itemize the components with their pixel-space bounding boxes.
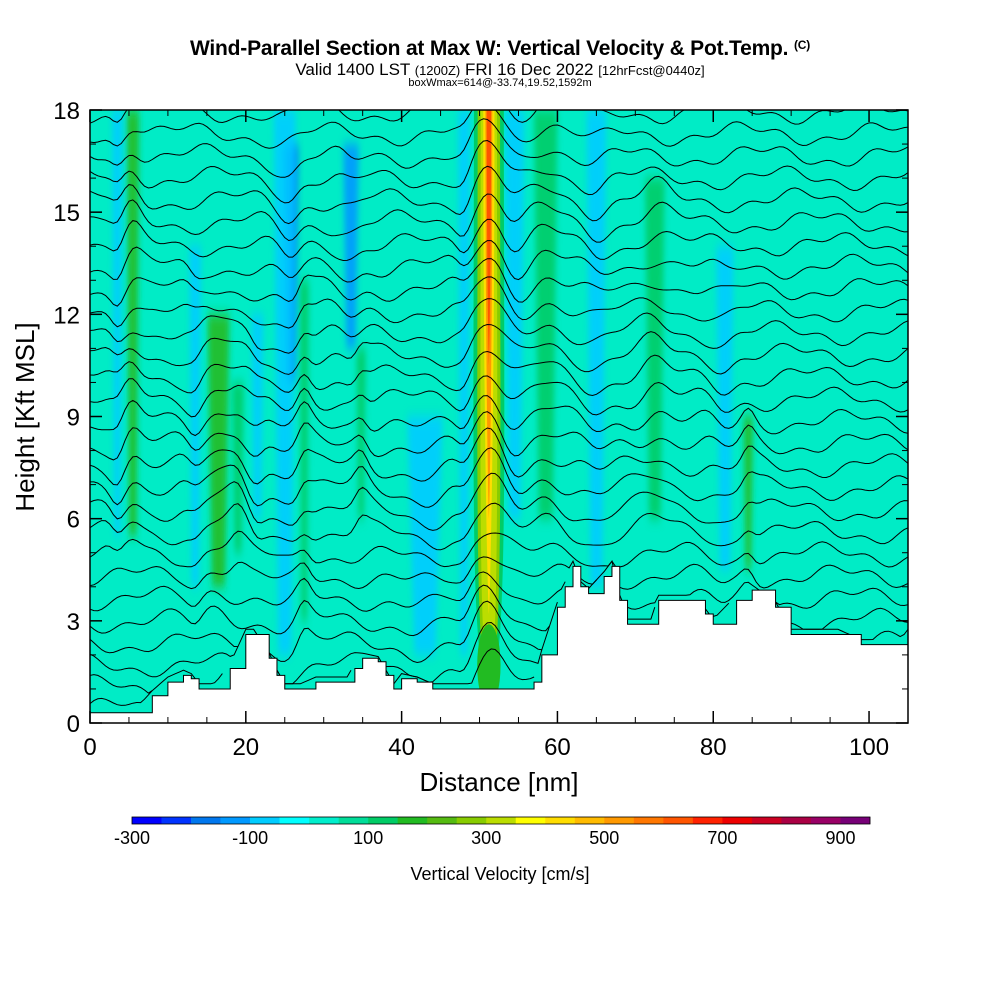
y-tick-label: 6 <box>67 507 80 534</box>
colorbar-title: Vertical Velocity [cm/s] <box>410 864 589 884</box>
colorbar-tick-label: 900 <box>825 828 855 848</box>
theta-contour <box>90 350 908 397</box>
colorbar-swatch <box>663 817 694 824</box>
utc-time: (1200Z) <box>414 63 461 78</box>
colorbar-swatch <box>751 817 782 824</box>
colorbar-tick-label: -300 <box>114 828 150 848</box>
theta-contour <box>90 556 908 590</box>
x-tick-label: 80 <box>700 734 727 761</box>
theta-contour <box>90 240 908 283</box>
chart-subtitle: Valid 1400 LST (1200Z) FRI 16 Dec 2022 [… <box>295 60 705 79</box>
colorbar-swatch <box>633 817 664 824</box>
x-tick-label: 60 <box>544 734 571 761</box>
colorbar-swatch <box>161 817 192 824</box>
theta-contour <box>90 323 908 375</box>
colorbar-swatch <box>781 817 812 824</box>
theta-contour <box>90 77 908 102</box>
main-updraft-base <box>477 624 501 706</box>
colorbar-swatch <box>810 817 841 824</box>
colorbar-swatch <box>368 817 398 824</box>
downdraft-column <box>112 110 123 536</box>
x-tick-label: 100 <box>849 734 889 761</box>
theta-contour <box>90 110 908 149</box>
chart-title: Wind-Parallel Section at Max W: Vertical… <box>189 37 811 60</box>
y-tick-label: 18 <box>53 98 80 125</box>
terrain <box>90 565 908 723</box>
updraft-column <box>356 348 366 519</box>
x-axis-title: Distance [nm] <box>420 767 579 797</box>
colorbar-swatch <box>279 817 310 824</box>
colorbar-swatch <box>427 817 458 824</box>
colorbar-swatch <box>840 817 871 824</box>
updraft-column <box>232 382 244 553</box>
x-tick-label: 40 <box>388 734 415 761</box>
colorbar-swatch <box>692 817 723 824</box>
y-tick-label: 3 <box>67 609 80 636</box>
colorbar-tick-label: 100 <box>353 828 383 848</box>
colorbar-frame <box>131 816 871 825</box>
theta-contour <box>90 502 908 551</box>
colorbar-swatch <box>250 817 280 824</box>
theta-contour <box>90 690 153 706</box>
y-axis-title: Height [Kft MSL] <box>10 322 40 511</box>
theta-contour <box>90 165 908 225</box>
theta-contour <box>90 427 908 486</box>
updraft-column <box>645 178 665 519</box>
downdraft-column <box>586 110 607 587</box>
y-tick-label: 15 <box>53 200 80 227</box>
colorbar-tick-label: -100 <box>232 828 268 848</box>
colorbar-swatch <box>338 817 369 824</box>
theta-contour <box>90 258 908 307</box>
colorbar-swatch <box>574 817 605 824</box>
y-tick-label: 9 <box>67 405 80 432</box>
colorbar-swatch <box>220 817 251 824</box>
colorbar-swatch <box>309 817 339 824</box>
theta-contour <box>90 584 908 637</box>
theta-contour <box>90 193 908 243</box>
theta-contour <box>90 218 908 262</box>
colorbar-tick-label: 500 <box>589 828 619 848</box>
theta-contour <box>90 621 543 685</box>
colorbar-swatch <box>456 817 487 824</box>
downdraft-column <box>716 246 734 570</box>
colorbar-tick-label: 300 <box>471 828 501 848</box>
theta-contour <box>90 530 908 568</box>
downdraft-column <box>343 144 359 349</box>
theta-contour <box>90 447 908 508</box>
downdraft-column <box>458 110 470 655</box>
colorbar: -300 -100 100 300 500 700 900 <box>114 816 871 848</box>
theta-contour <box>90 375 908 418</box>
downdraft-column <box>251 314 264 519</box>
y-tick-label: 12 <box>53 302 80 329</box>
copyright-mark: (C) <box>793 38 811 52</box>
theta-contour <box>90 472 908 531</box>
colorbar-tick-label: 700 <box>707 828 737 848</box>
updraft-column <box>534 110 558 519</box>
y-tick-label: 0 <box>67 711 80 738</box>
main-updraft-shell <box>486 110 492 366</box>
colorbar-swatch <box>486 817 517 824</box>
theta-contour <box>90 118 908 178</box>
colorbar-swatch <box>722 817 753 824</box>
theta-contour <box>90 276 908 329</box>
x-tick-label: 0 <box>83 734 96 761</box>
theta-contour <box>90 395 908 437</box>
forecast-info: [12hrFcst@0440z] <box>598 63 705 78</box>
downdraft-column <box>407 416 443 655</box>
downdraft-column <box>504 110 525 519</box>
colorbar-swatch <box>397 817 428 824</box>
theta-contour <box>90 298 908 354</box>
box-info: boxWmax=614@-33.74,19.52,1592m <box>408 77 592 89</box>
colorbar-swatch <box>515 817 546 824</box>
theta-contour <box>90 139 908 204</box>
theta-contour <box>90 110 908 125</box>
colorbar-swatch <box>545 817 576 824</box>
x-tick-label: 20 <box>232 734 259 761</box>
colorbar-swatch <box>191 817 221 824</box>
theta-contour <box>90 411 908 461</box>
colorbar-swatch <box>132 817 162 824</box>
colorbar-swatch <box>604 817 635 824</box>
updraft-column <box>126 110 140 536</box>
